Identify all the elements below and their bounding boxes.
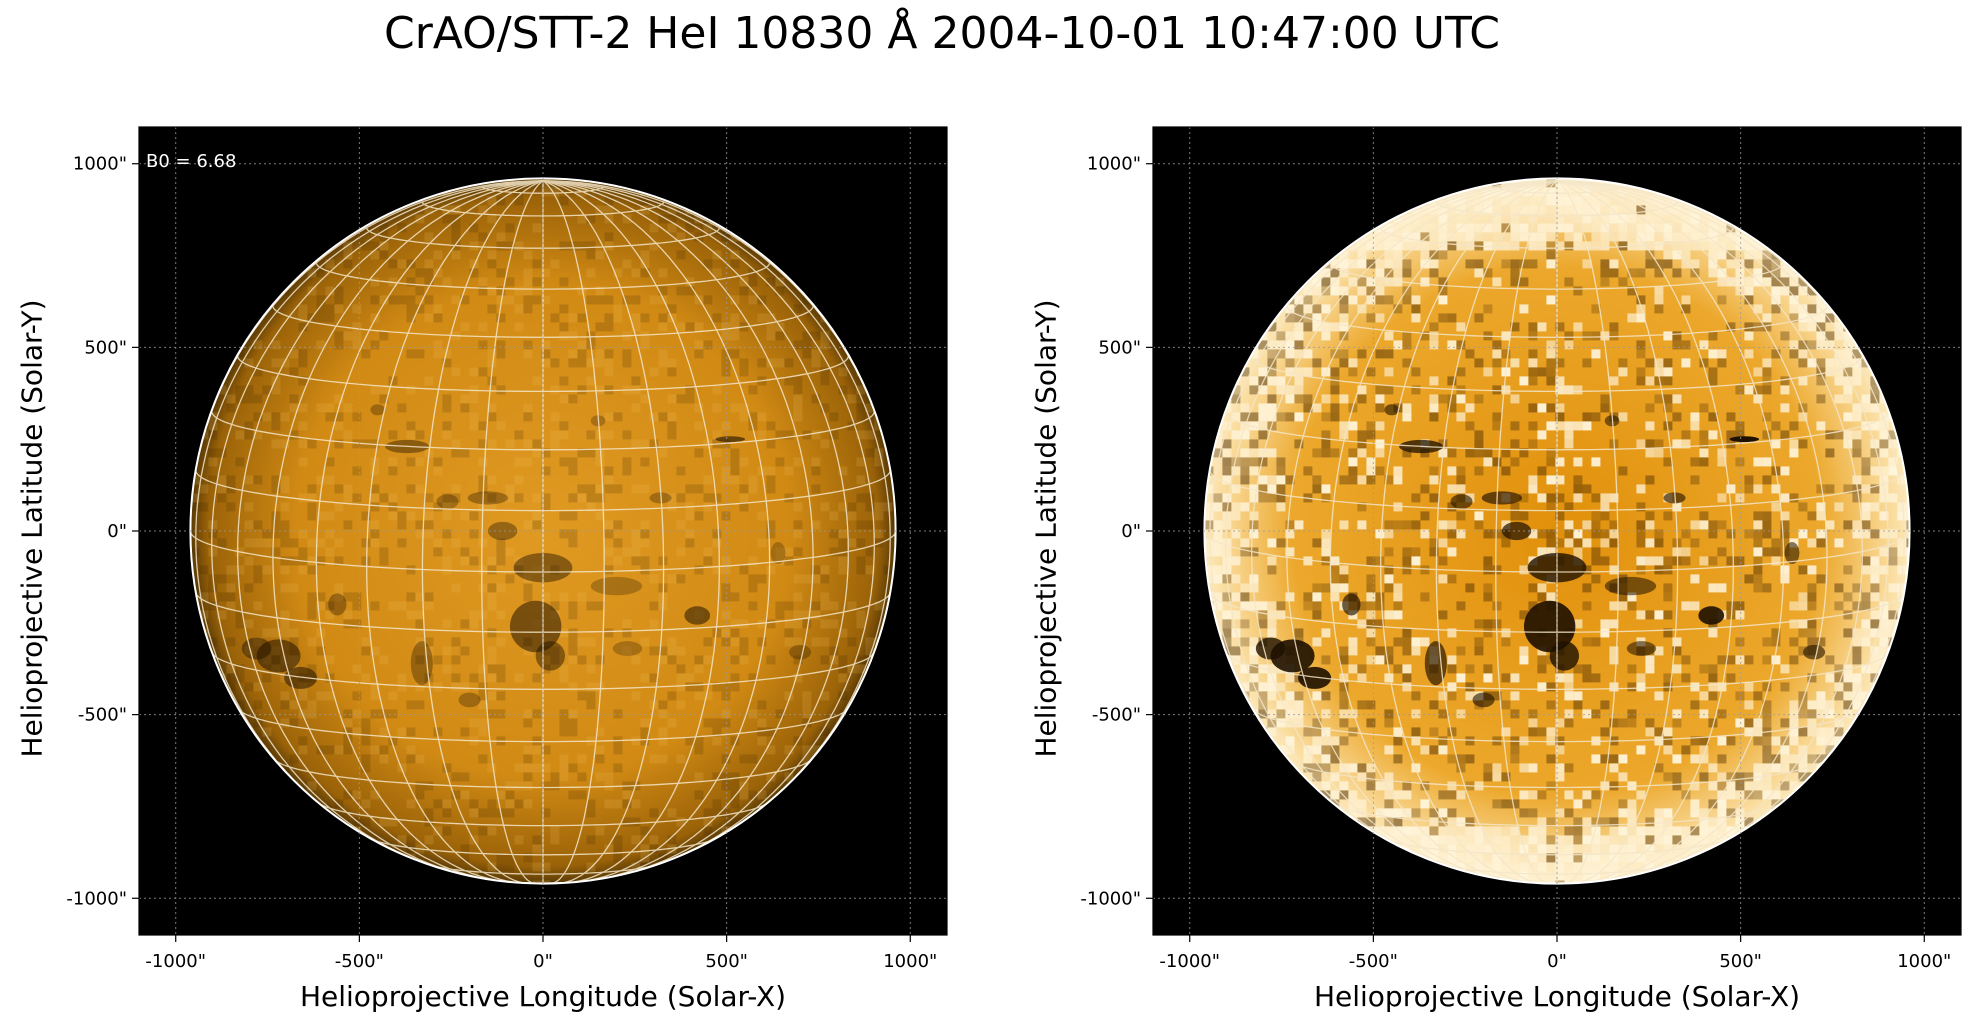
b0-annotation: B0 = 6.68 <box>146 151 236 172</box>
disk-texture <box>190 178 896 884</box>
y-tick-label: 0" <box>1121 521 1141 542</box>
y-tick-label: 0" <box>107 521 127 542</box>
y-tick-label: -500" <box>78 705 127 726</box>
x-tick-label: 1000" <box>1897 951 1951 972</box>
x-tick-label: -500" <box>1349 951 1398 972</box>
x-tick-label: 0" <box>533 951 553 972</box>
y-tick-label: -500" <box>1092 705 1141 726</box>
y-tick-label: -1000" <box>66 888 127 909</box>
x-tick-label: -1000" <box>145 951 206 972</box>
x-tick-label: 500" <box>705 951 748 972</box>
x-tick-label: -1000" <box>1159 951 1220 972</box>
left-x-axis-label: Helioprojective Longitude (Solar-X) <box>299 980 787 1013</box>
right-y-axis-label: Helioprojective Latitude (Solar-Y) <box>1029 299 1063 758</box>
y-tick-label: -1000" <box>1080 888 1141 909</box>
y-tick-label: 500" <box>1098 337 1141 358</box>
y-tick-label: 1000" <box>73 154 127 175</box>
x-tick-label: 500" <box>1719 951 1762 972</box>
figure-title: CrAO/STT-2 HeI 10830 Å 2004-10-01 10:47:… <box>383 8 1500 59</box>
y-tick-label: 1000" <box>1087 154 1141 175</box>
x-tick-label: -500" <box>335 951 384 972</box>
x-tick-label: 1000" <box>883 951 937 972</box>
y-tick-label: 500" <box>84 337 127 358</box>
x-tick-label: 0" <box>1547 951 1567 972</box>
right-x-axis-label: Helioprojective Longitude (Solar-X) <box>1313 980 1801 1013</box>
